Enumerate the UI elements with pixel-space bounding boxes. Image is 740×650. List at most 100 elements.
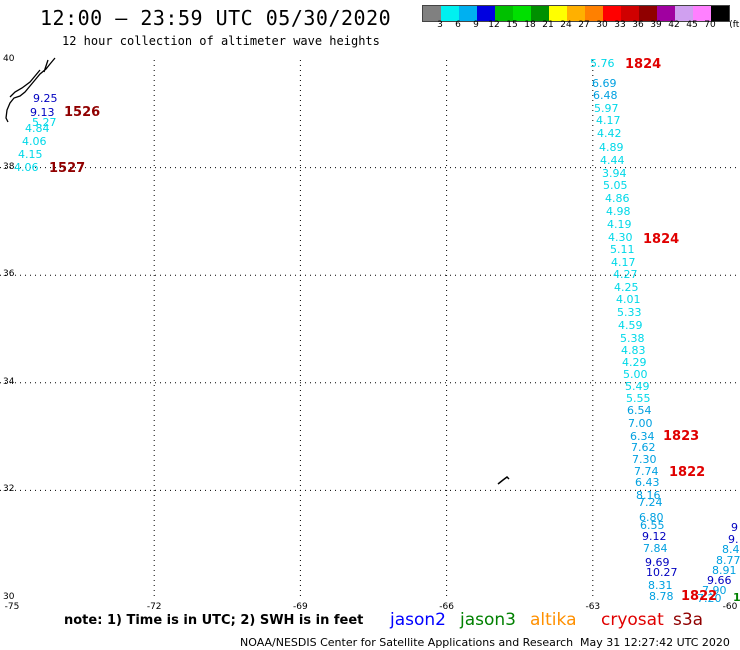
legend-swatch [549, 6, 567, 21]
wave-height-value: 10.27 [646, 566, 678, 579]
wave-height-value: 7.00 [628, 417, 653, 430]
wave-height-value: 4.25 [614, 281, 639, 294]
credit-text: NOAA/NESDIS Center for Satellite Applica… [240, 636, 574, 649]
legend-tick: 3 [437, 20, 443, 30]
legend-swatch [459, 6, 477, 21]
latitude-label: 36 [3, 269, 15, 280]
legend-tick: 33 [614, 20, 626, 30]
wave-height-value: 4.17 [611, 256, 636, 269]
wave-height-value: 8.31 [648, 579, 673, 592]
legend-tick: 12 [488, 20, 500, 30]
legend-tick: 70 [704, 20, 716, 30]
pass-time-label: 1526 [64, 105, 101, 120]
latitude-label: 32 [3, 484, 15, 495]
legend-swatch [693, 6, 711, 21]
pass-time-label: 1824 [625, 57, 662, 72]
legend-swatch [585, 6, 603, 21]
longitude-label: -60 [722, 602, 738, 612]
wave-height-value: 1 [733, 591, 740, 604]
wave-height-value: 9.13 [30, 106, 55, 119]
wave-height-value: 5.55 [626, 392, 651, 405]
wave-height-value: 9 [731, 521, 738, 534]
wave-height-value: 4.01 [616, 293, 641, 306]
wave-height-value: 4.84 [25, 122, 50, 135]
wave-height-value: 4.83 [621, 344, 646, 357]
pass-time-label: 1823 [663, 429, 700, 444]
legend-swatch [621, 6, 639, 21]
wave-height-value: 7.62 [631, 441, 656, 454]
page-title: 12:00 – 23:59 UTC 05/30/2020 [40, 6, 392, 30]
pass-time-label: 1824 [643, 232, 680, 247]
longitude-label: -72 [146, 602, 162, 612]
wave-height-value: 5.33 [617, 306, 642, 319]
wave-height-value: 7.30 [632, 453, 657, 466]
legend-swatch [495, 6, 513, 21]
pass-time-label: 1527 [49, 161, 86, 176]
wave-height-value: 3.94 [602, 167, 627, 180]
latitude-label: 40 [3, 54, 15, 64]
wave-height-value: 7.20 [697, 592, 722, 605]
pass-time-label: 1822 [669, 465, 706, 480]
generated-timestamp: May 31 12:27:42 UTC 2020 [580, 636, 730, 649]
legend-tick: 21 [542, 20, 554, 30]
wave-height-value: 6.55 [640, 519, 665, 532]
legend-swatch [441, 6, 459, 21]
wave-height-value: 6.43 [635, 476, 660, 489]
longitude-label: -69 [293, 602, 308, 612]
legend-tick: 39 [650, 20, 662, 30]
satellite-legend-jason3: jason3 [460, 610, 516, 630]
graticule-grid [0, 60, 740, 598]
wave-height-value: 5.27 [32, 116, 57, 129]
legend-tick: 6 [455, 20, 461, 30]
legend-swatch [423, 6, 441, 21]
wave-height-value: 9. [728, 533, 739, 546]
note-text: note: 1) Time is in UTC; 2) SWH is in fe… [64, 613, 364, 628]
wave-height-value: 4.42 [597, 127, 622, 140]
wave-height-value: 5.49 [625, 380, 650, 393]
latitude-label: 34 [3, 376, 15, 387]
wave-height-value: 7.90 [702, 584, 727, 597]
legend-swatch [513, 6, 531, 21]
wave-height-value: 5.05 [603, 179, 628, 192]
page-subtitle: 12 hour collection of altimeter wave hei… [62, 34, 380, 48]
wave-height-value: 5.00 [623, 368, 648, 381]
wave-height-value: 6.48 [593, 89, 618, 102]
wave-height-value: 4.89 [599, 141, 624, 154]
wave-height-value: 9.12 [642, 530, 667, 543]
legend-tick: 18 [524, 20, 536, 30]
legend-tick: 45 [686, 20, 698, 30]
latitude-label: 30 [3, 592, 15, 602]
wave-height-value: 4.30 [608, 231, 633, 244]
wave-height-value: 9.66 [707, 574, 732, 587]
legend-tick: 42 [668, 20, 680, 30]
satellite-legend-jason2: jason2 [390, 610, 446, 630]
wave-height-value: 9.69 [645, 556, 670, 569]
wave-height-value: 7.84 [643, 542, 668, 555]
wave-height-value: 6.34 [630, 430, 655, 443]
wave-height-value: 4.98 [606, 205, 631, 218]
wave-height-value: 8.16 [636, 489, 661, 502]
wave-height-value: 4.27 [613, 268, 638, 281]
longitude-label: -63 [585, 602, 601, 612]
legend-swatch [477, 6, 495, 21]
wave-height-value: 4.17 [596, 114, 621, 127]
coastline-shape [5, 57, 56, 123]
legend-swatch [711, 6, 729, 21]
wave-height-value: 7.74 [634, 465, 659, 478]
satellite-legend-s3a: s3a [673, 610, 704, 630]
legend-swatch [639, 6, 657, 21]
legend-tick: 24 [560, 20, 572, 30]
wave-height-value: 5.38 [620, 332, 645, 345]
color-scale-legend [422, 5, 730, 22]
wave-height-value: 6.69 [592, 77, 617, 90]
legend-swatch [603, 6, 621, 21]
wave-height-value: 4.06 [22, 135, 47, 148]
wave-height-value: 8.77 [716, 554, 740, 567]
legend-tick: 15 [506, 20, 518, 30]
legend-swatch [531, 6, 549, 21]
satellite-legend-cryosat: cryosat [601, 610, 664, 630]
legend-swatch [567, 6, 585, 21]
wave-height-value: 8.4 [722, 543, 740, 556]
wave-height-value: 5.97 [594, 102, 619, 115]
